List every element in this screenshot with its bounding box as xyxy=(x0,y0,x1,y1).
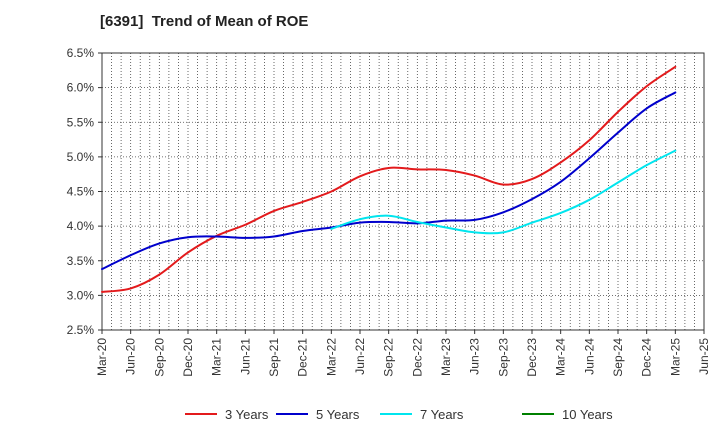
x-tick-label: Sep-24 xyxy=(611,338,625,377)
x-tick-label: Jun-22 xyxy=(353,338,367,375)
x-tick-label: Jun-20 xyxy=(124,338,138,375)
series-layer xyxy=(101,65,677,293)
x-tick-label: Sep-21 xyxy=(267,338,281,377)
y-tick-label: 4.5% xyxy=(67,185,95,199)
legend-label-3-years: 3 Years xyxy=(225,407,269,422)
legend-label-7-years: 7 Years xyxy=(420,407,464,422)
y-tick-label: 3.0% xyxy=(67,288,95,302)
legend: 3 Years 5 Years 7 Years 10 Years xyxy=(185,407,613,422)
x-tick-label: Dec-23 xyxy=(525,338,539,377)
y-tick-label: 6.0% xyxy=(67,81,95,95)
series-line-3-years xyxy=(101,65,677,293)
x-tick-label: Mar-20 xyxy=(95,338,109,376)
x-tick-label: Dec-20 xyxy=(181,338,195,377)
y-tick-label: 4.0% xyxy=(67,219,95,233)
x-tick-label: Mar-21 xyxy=(210,338,224,376)
legend-label-5-years: 5 Years xyxy=(316,407,360,422)
y-tick-label: 3.5% xyxy=(67,254,95,268)
legend-label-10-years: 10 Years xyxy=(562,407,613,422)
x-tick-label: Jun-21 xyxy=(238,338,252,375)
x-tick-label: Sep-22 xyxy=(382,338,396,377)
axis-layer: 2.5% 3.0% 3.5% 4.0% 4.5% 5.0% 5.5% 6.0% 6.5% Mar-… xyxy=(67,46,711,377)
x-tick-label: Mar-22 xyxy=(324,338,338,376)
x-tick-label: Sep-20 xyxy=(152,338,166,377)
x-tick-label: Sep-23 xyxy=(496,338,510,377)
y-tick-label: 5.0% xyxy=(67,150,95,164)
series-line-5-years xyxy=(101,91,677,271)
grid-layer xyxy=(102,53,704,330)
x-tick-label: Dec-21 xyxy=(296,338,310,377)
x-tick-label: Mar-25 xyxy=(668,338,682,376)
series-line-7-years xyxy=(330,149,677,235)
x-tick-label: Jun-23 xyxy=(468,338,482,375)
x-tick-label: Dec-24 xyxy=(640,338,654,377)
x-tick-label: Dec-22 xyxy=(410,338,424,377)
chart-title: [6391] Trend of Mean of ROE xyxy=(100,13,309,30)
x-tick-label: Mar-23 xyxy=(439,338,453,376)
x-tick-label: Jun-25 xyxy=(697,338,711,375)
y-tick-label: 5.5% xyxy=(67,115,95,129)
y-tick-label: 6.5% xyxy=(67,46,95,60)
x-tick-label: Mar-24 xyxy=(554,338,568,376)
plot-border xyxy=(101,52,705,331)
y-tick-label: 2.5% xyxy=(67,323,95,337)
x-tick-label: Jun-24 xyxy=(582,338,596,375)
